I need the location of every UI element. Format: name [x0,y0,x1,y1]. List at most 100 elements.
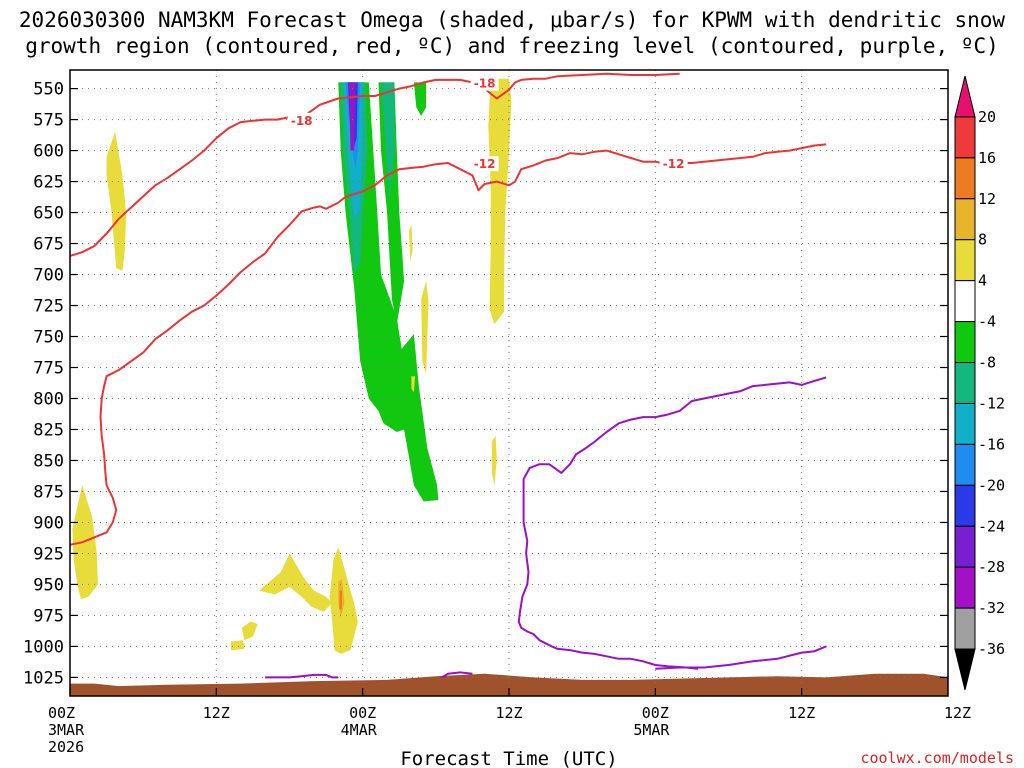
colorbar-top-triangle [954,75,976,118]
colorbar-bin [954,566,976,609]
colorbar-label: -16 [978,435,1005,453]
x-axis-title: Forecast Time (UTC) [400,748,617,768]
omega-region-19 [409,225,413,263]
omega-region-17 [411,376,416,393]
omega-region-9 [106,132,127,271]
colorbar-label: 8 [978,231,987,249]
y-tick-label: 800 [33,389,64,409]
colorbar-label: -20 [978,476,1005,494]
y-tick-label: 1025 [23,668,64,688]
colorbar-label: -12 [978,394,1005,412]
colorbar-bottom-triangle [954,648,976,691]
contour-label-bg [287,112,316,128]
colorbar-bin [954,280,976,323]
x-tick-date: 4MAR [341,721,378,739]
colorbar-bin [954,157,976,200]
colorbar-bin [954,362,976,404]
y-tick-label: 925 [33,544,64,564]
colorbar-label: 20 [978,108,996,126]
chart-title-line-2: growth region (contoured, red, ºC) and f… [25,34,999,58]
x-tick-label: 00Z [642,704,669,722]
purple-contour-0 [265,673,339,679]
y-tick-label: 550 [33,80,64,100]
colorbar-bin [954,443,976,486]
purple-contour-1 [655,645,827,670]
terrain-polygon [70,673,948,696]
red-contour-0 [70,72,680,257]
y-tick-label: 600 [33,142,64,162]
omega-region-1 [378,82,405,325]
y-tick-label: 725 [33,297,64,317]
contour-label: -18 [291,114,313,128]
chart-title-line-1: 2026030300 NAM3KM Forecast Omega (shaded… [19,8,1006,32]
x-tick-label: 12Z [788,704,815,722]
colorbar-label: 16 [978,149,996,167]
y-tick-label: 675 [33,235,64,255]
colorbar-bin [954,484,976,527]
colorbar-bin [954,321,976,364]
omega-region-2 [413,82,427,116]
red-contour-1 [70,143,827,546]
omega-region-21 [339,590,342,610]
y-tick-label: 950 [33,575,64,595]
colorbar-label: -32 [978,599,1005,617]
omega-region-10 [72,485,98,600]
colorbar-label: 4 [978,272,987,290]
y-tick-label: 625 [33,173,64,193]
omega-region-8 [349,82,356,151]
y-tick-label: 875 [33,482,64,502]
y-tick-label: 825 [33,420,64,440]
contour-label: -18 [474,77,496,91]
y-tick-label: 750 [33,328,64,348]
colorbar-label: -8 [978,354,996,372]
colorbar-bin [954,198,976,241]
x-tick-label-end: 12Z [944,704,971,722]
colorbar: 20 16 12 8 4 -4 -8 -12 -16 -20 -24 -28 -32 -36 [954,75,1005,691]
omega-shading [72,78,512,654]
colorbar-label: -4 [978,313,996,331]
contour-label-bg [470,156,499,172]
omega-region-4 [381,82,395,201]
x-tick-label: 00Z [48,704,75,722]
colorbar-label: -36 [978,640,1005,658]
x-tick-label: 12Z [495,704,522,722]
omega-region-18 [491,435,497,486]
terrain-fill [70,673,948,696]
site-credit: coolwx.com/models [860,749,1014,767]
x-tick-date: 3MAR [48,721,85,739]
grid-lines [70,70,948,696]
omega-region-13 [241,621,258,641]
contour-label: -12 [474,157,496,171]
y-tick-label: 775 [33,359,64,379]
contour-labels: -18 -18 -12 -12 [287,75,688,172]
colorbar-label: -24 [978,517,1005,535]
x-tick-date: 5MAR [633,721,670,739]
purple-contour-2 [517,376,827,670]
y-tick-label: 575 [33,111,64,131]
colorbar-bin [954,239,976,282]
colorbar-label: -28 [978,558,1005,576]
y-tick-label: 650 [33,204,64,224]
omega-region-11 [259,553,333,612]
omega-region-15 [488,78,512,325]
contour-label-bg [659,156,688,172]
colorbar-label: 12 [978,190,996,208]
contour-label: -12 [663,157,685,171]
colorbar-bin [954,402,976,445]
omega-region-14 [231,640,245,651]
y-axis-ticks: 550 575 600 625 650 675 700 725 750 775 800 825 850 8… [23,80,948,688]
colorbar-bin [954,525,976,568]
colorbar-bin [954,607,976,650]
purple-contour-3 [441,671,473,679]
y-tick-label: 1000 [23,637,64,657]
y-tick-label: 700 [33,266,64,286]
dendritic-growth-contours [70,72,827,546]
x-tick-year: 2026 [48,738,84,756]
y-tick-label: 975 [33,606,64,626]
colorbar-bin [954,116,976,159]
y-tick-label: 900 [33,513,64,533]
omega-region-16 [421,280,429,374]
y-tick-label: 850 [33,451,64,471]
